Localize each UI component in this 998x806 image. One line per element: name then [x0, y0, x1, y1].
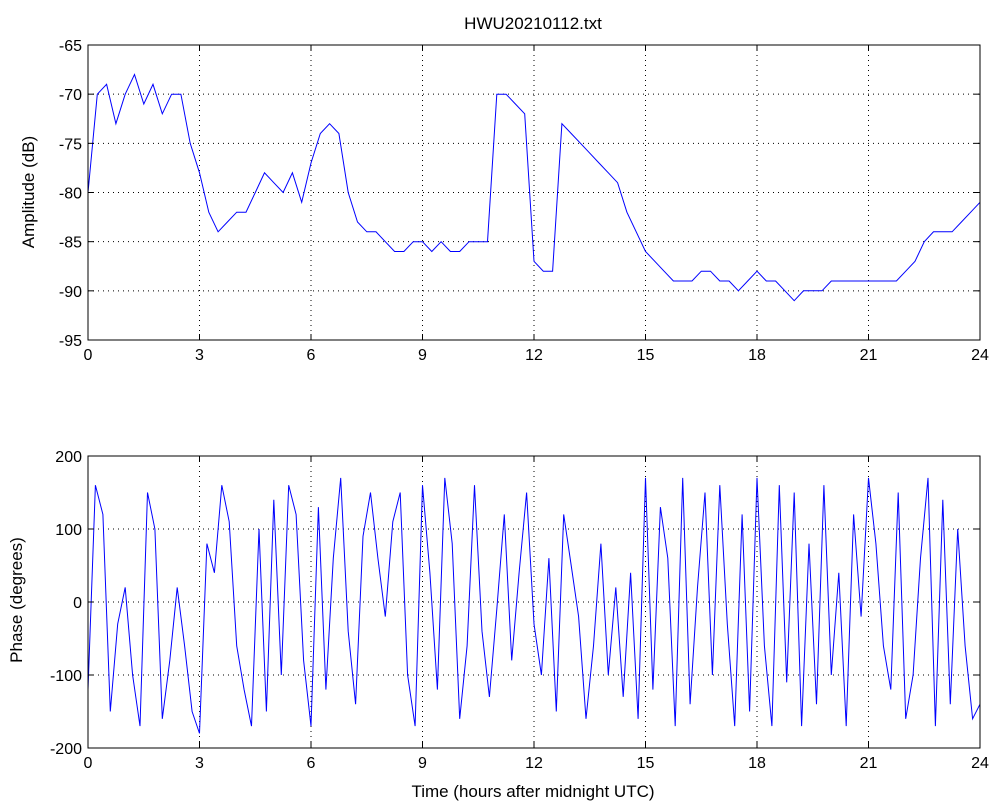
phase-grid	[88, 456, 980, 748]
amplitude-x-tick-label: 18	[748, 347, 766, 364]
amplitude-panel: HWU20210112.txt Amplitude (dB) 0 3 6 9 12 15 1…	[19, 14, 989, 364]
amplitude-series-line	[87, 73, 981, 302]
amplitude-y-tick-label: -85	[59, 235, 82, 252]
amplitude-y-tick-label: -95	[59, 333, 82, 350]
phase-x-tick-label: 12	[525, 755, 543, 772]
phase-y-tick-label: -200	[50, 741, 82, 758]
amplitude-x-tick-label: 15	[637, 347, 655, 364]
amplitude-x-tick-label: 24	[971, 347, 989, 364]
amplitude-ticks: 0 3 6 9 12 15 18 21 24 -95 -90 -85 -80 -75 -70 -65	[59, 38, 989, 364]
chart-title: HWU20210112.txt	[464, 14, 602, 33]
amplitude-x-tick-label: 12	[525, 347, 543, 364]
phase-x-tick-label: 21	[860, 755, 878, 772]
amplitude-y-tick-label: -70	[59, 87, 82, 104]
phase-y-tick-label: 100	[55, 522, 82, 539]
time-x-axis-label: Time (hours after midnight UTC)	[411, 782, 654, 801]
phase-x-tick-label: 0	[84, 755, 93, 772]
amplitude-y-axis-label: Amplitude (dB)	[19, 136, 38, 248]
amplitude-y-tick-label: -65	[59, 38, 82, 55]
amplitude-y-tick-label: -80	[59, 186, 82, 203]
phase-x-tick-label: 3	[195, 755, 204, 772]
phase-y-axis-label: Phase (degrees)	[7, 537, 26, 663]
phase-panel: Phase (degrees) Time (hours after midnig…	[7, 449, 989, 801]
amplitude-x-tick-label: 6	[307, 347, 316, 364]
phase-ticks: 0 3 6 9 12 15 18 21 24 -200 -100 0 100 200	[50, 449, 989, 772]
phase-x-tick-label: 24	[971, 755, 989, 772]
phase-series-line	[87, 477, 981, 734]
phase-x-tick-label: 15	[637, 755, 655, 772]
phase-x-tick-label: 9	[418, 755, 427, 772]
amplitude-y-tick-label: -75	[59, 136, 82, 153]
amplitude-x-tick-label: 0	[84, 347, 93, 364]
phase-y-tick-label: 0	[73, 595, 82, 612]
phase-y-tick-label: -100	[50, 668, 82, 685]
amplitude-x-tick-label: 3	[195, 347, 204, 364]
phase-x-tick-label: 18	[748, 755, 766, 772]
phase-y-tick-label: 200	[55, 449, 82, 466]
amplitude-x-tick-label: 9	[418, 347, 427, 364]
amplitude-grid	[88, 45, 980, 340]
amplitude-y-tick-label: -90	[59, 284, 82, 301]
phase-x-tick-label: 6	[307, 755, 316, 772]
amplitude-x-tick-label: 21	[860, 347, 878, 364]
